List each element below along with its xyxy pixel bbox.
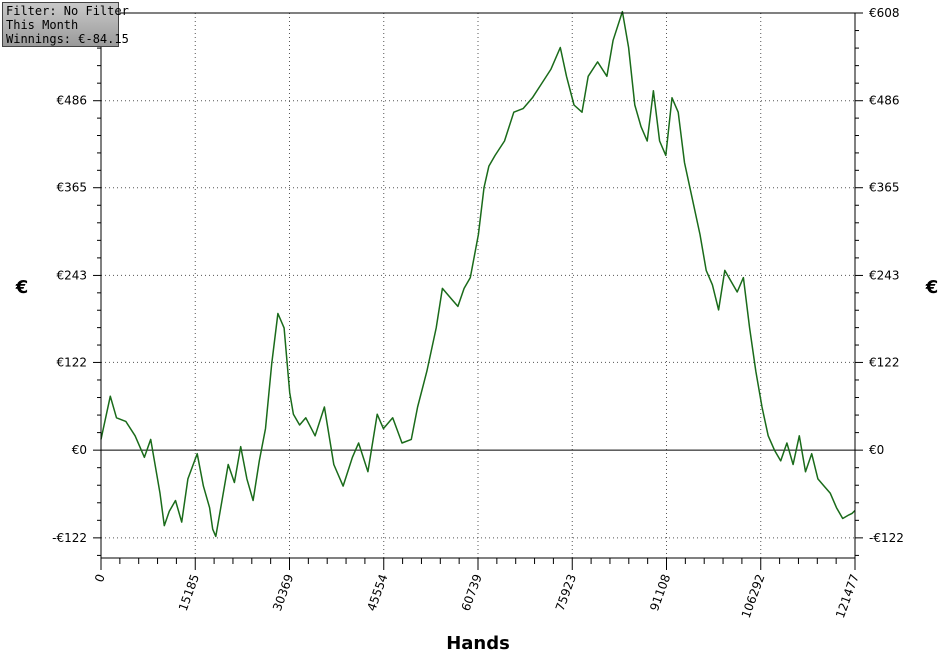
x-tick-label: 15185 — [176, 572, 202, 613]
x-axis-title: Hands — [446, 633, 510, 654]
winnings-label: Winnings: €-84.15 — [6, 32, 129, 46]
x-tick-label: 106292 — [739, 572, 768, 620]
x-tick-label: 91108 — [647, 572, 673, 613]
x-tick-label: 0 — [92, 572, 108, 584]
y-axis-title-right: € — [925, 277, 939, 298]
y-tick-label-right: -€122 — [869, 531, 904, 545]
x-tick-label: 121477 — [833, 572, 862, 620]
y-tick-label-left: €486 — [56, 94, 87, 108]
winnings-line — [100, 10, 856, 538]
filter-info-box: Filter: No Filter This Month Winnings: €… — [2, 2, 129, 47]
x-tick-label: 60739 — [459, 572, 485, 613]
y-tick-label-left: €122 — [56, 355, 87, 369]
y-tick-label-right: €365 — [869, 181, 900, 195]
y-tick-label-left: €243 — [56, 268, 87, 282]
x-tick-label: 45554 — [364, 572, 390, 613]
grid — [100, 12, 856, 558]
y-tick-label-right: €608 — [869, 6, 900, 20]
x-tick-label: 30369 — [270, 572, 296, 613]
y-tick-label-left: €365 — [56, 181, 87, 195]
x-tick-label: 75923 — [553, 572, 579, 613]
axis-ticks — [93, 12, 863, 570]
y-tick-label-right: €243 — [869, 268, 900, 282]
y-tick-label-right: €486 — [869, 94, 900, 108]
period-label: This Month — [6, 18, 79, 32]
y-tick-label-right: €0 — [869, 443, 884, 457]
y-tick-label-left: €0 — [72, 443, 87, 457]
filter-label: Filter: No Filter — [6, 4, 129, 18]
y-tick-label-right: €122 — [869, 355, 900, 369]
plot-frame — [100, 12, 856, 559]
y-axis-title-left: € — [15, 277, 29, 298]
y-tick-label-left: -€122 — [52, 531, 87, 545]
